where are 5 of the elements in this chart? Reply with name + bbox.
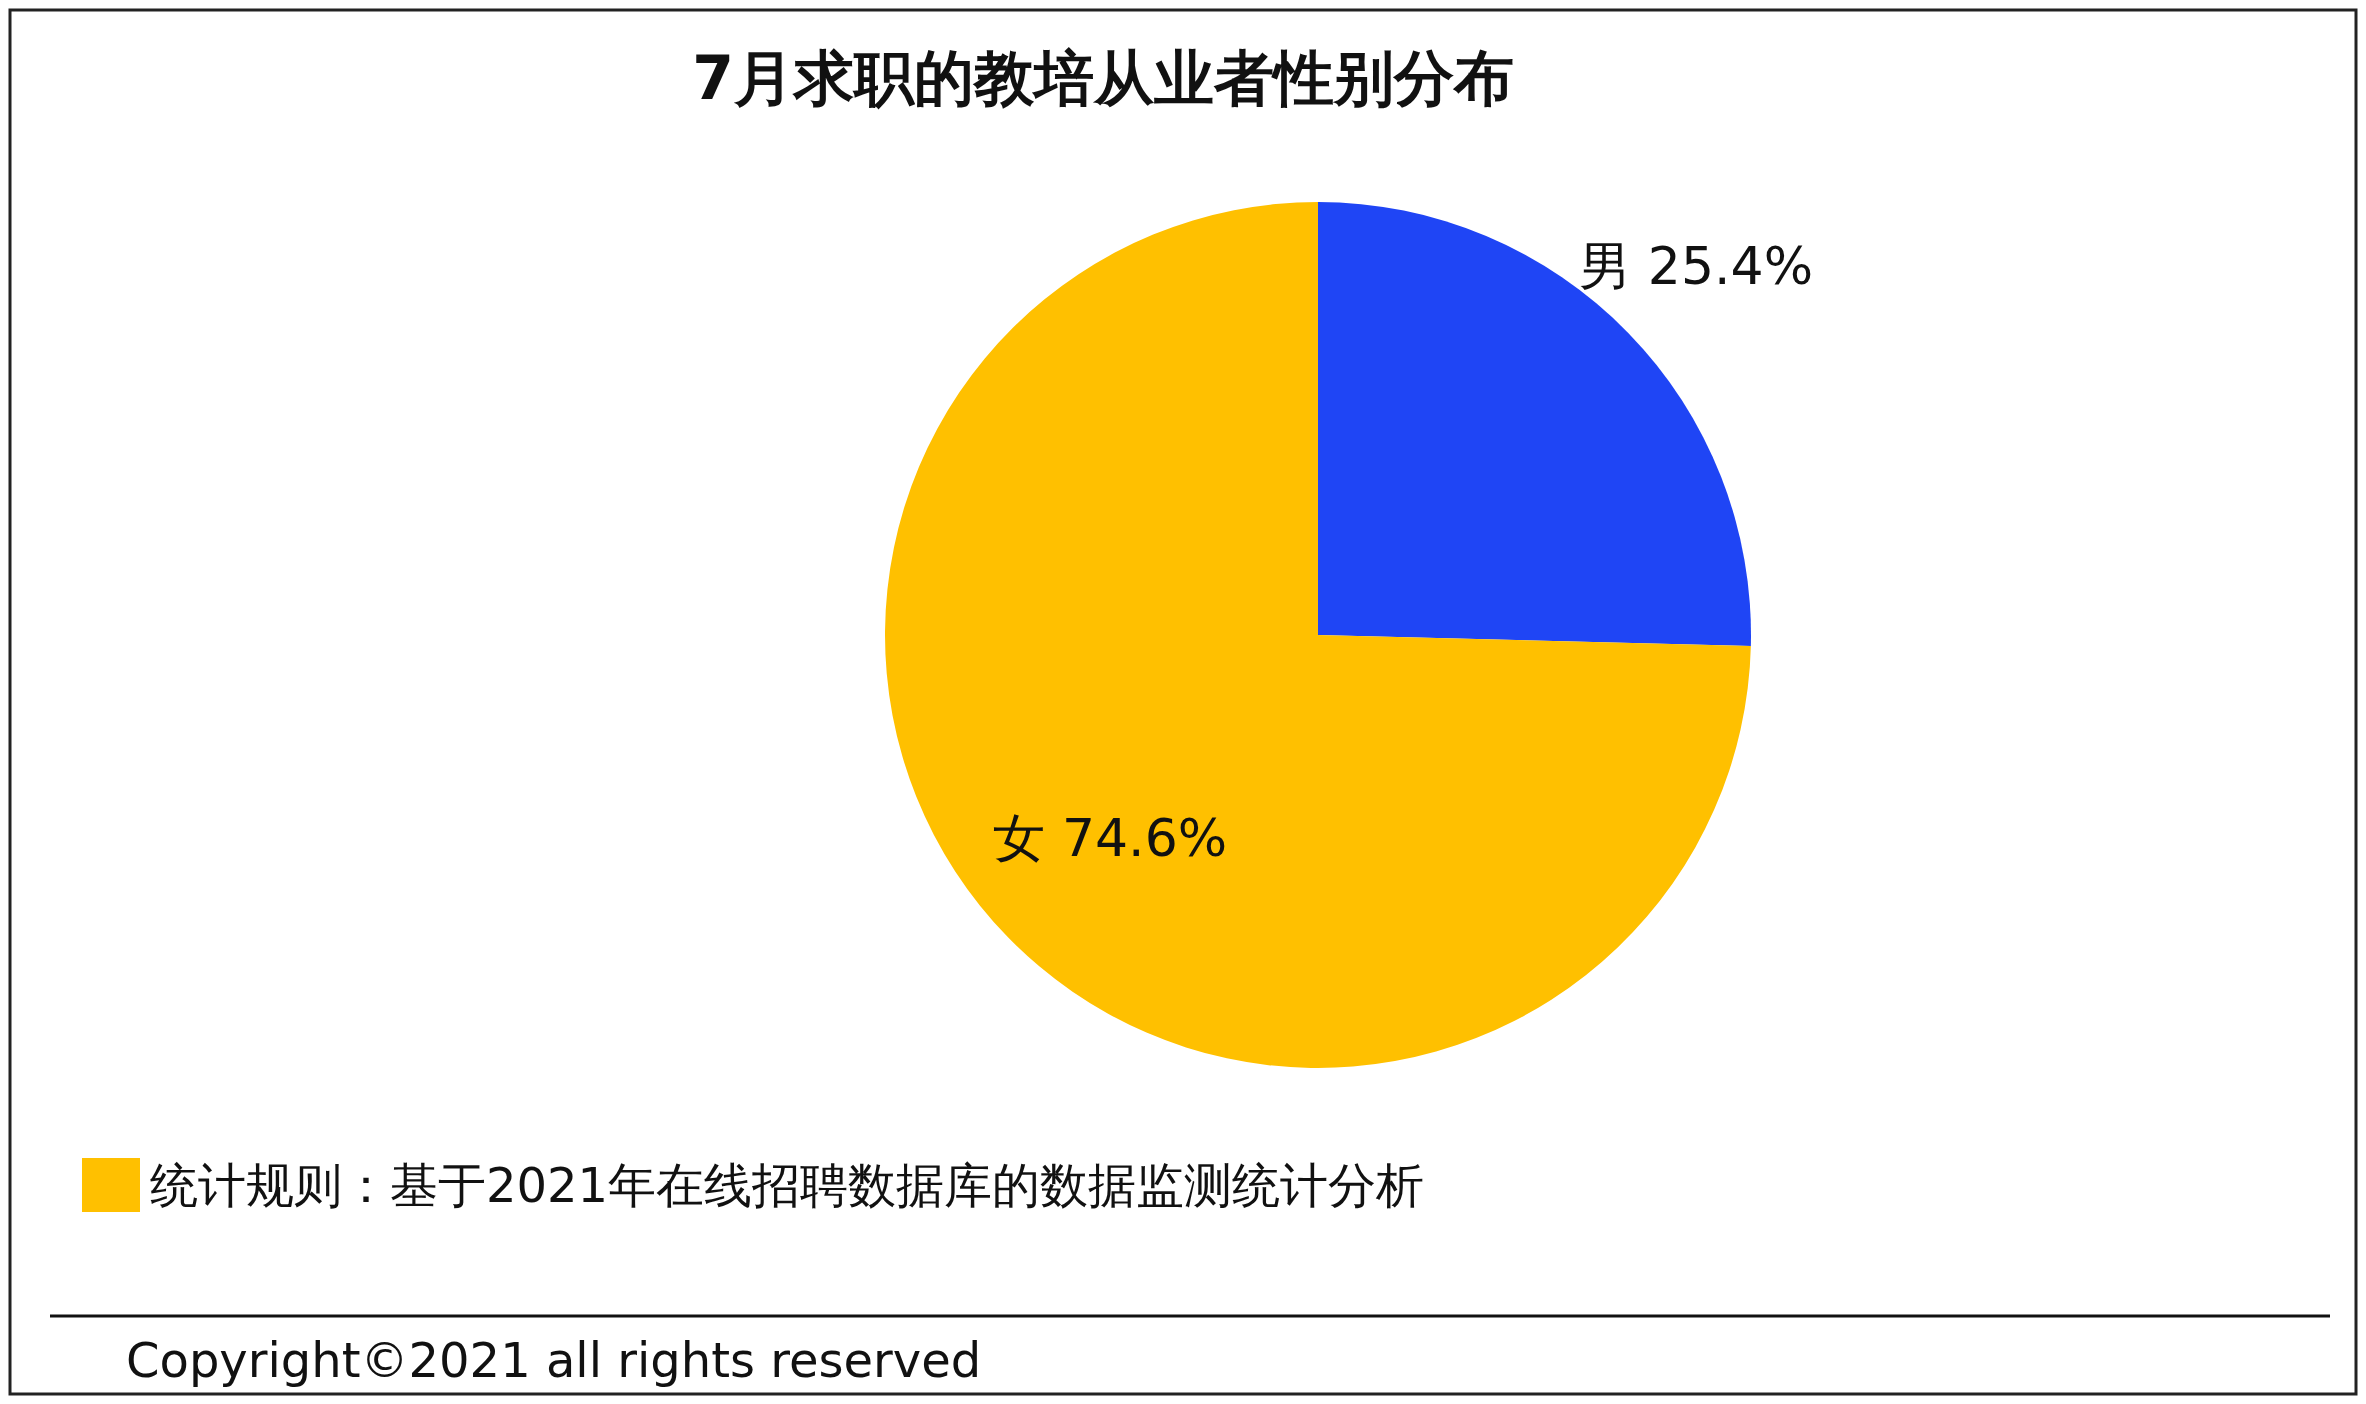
- slice-label: 男 25.4%: [1579, 236, 1814, 297]
- text: 统计规则：基于2021年在线招聘数据库的数据监测统计分析: [150, 1157, 1425, 1213]
- chart-title: 7月求职的教培从业者性别分布: [692, 43, 1514, 113]
- text: Copyright©2021 all rights reserved: [126, 1332, 982, 1388]
- slice-label: 女 74.6%: [993, 807, 1228, 868]
